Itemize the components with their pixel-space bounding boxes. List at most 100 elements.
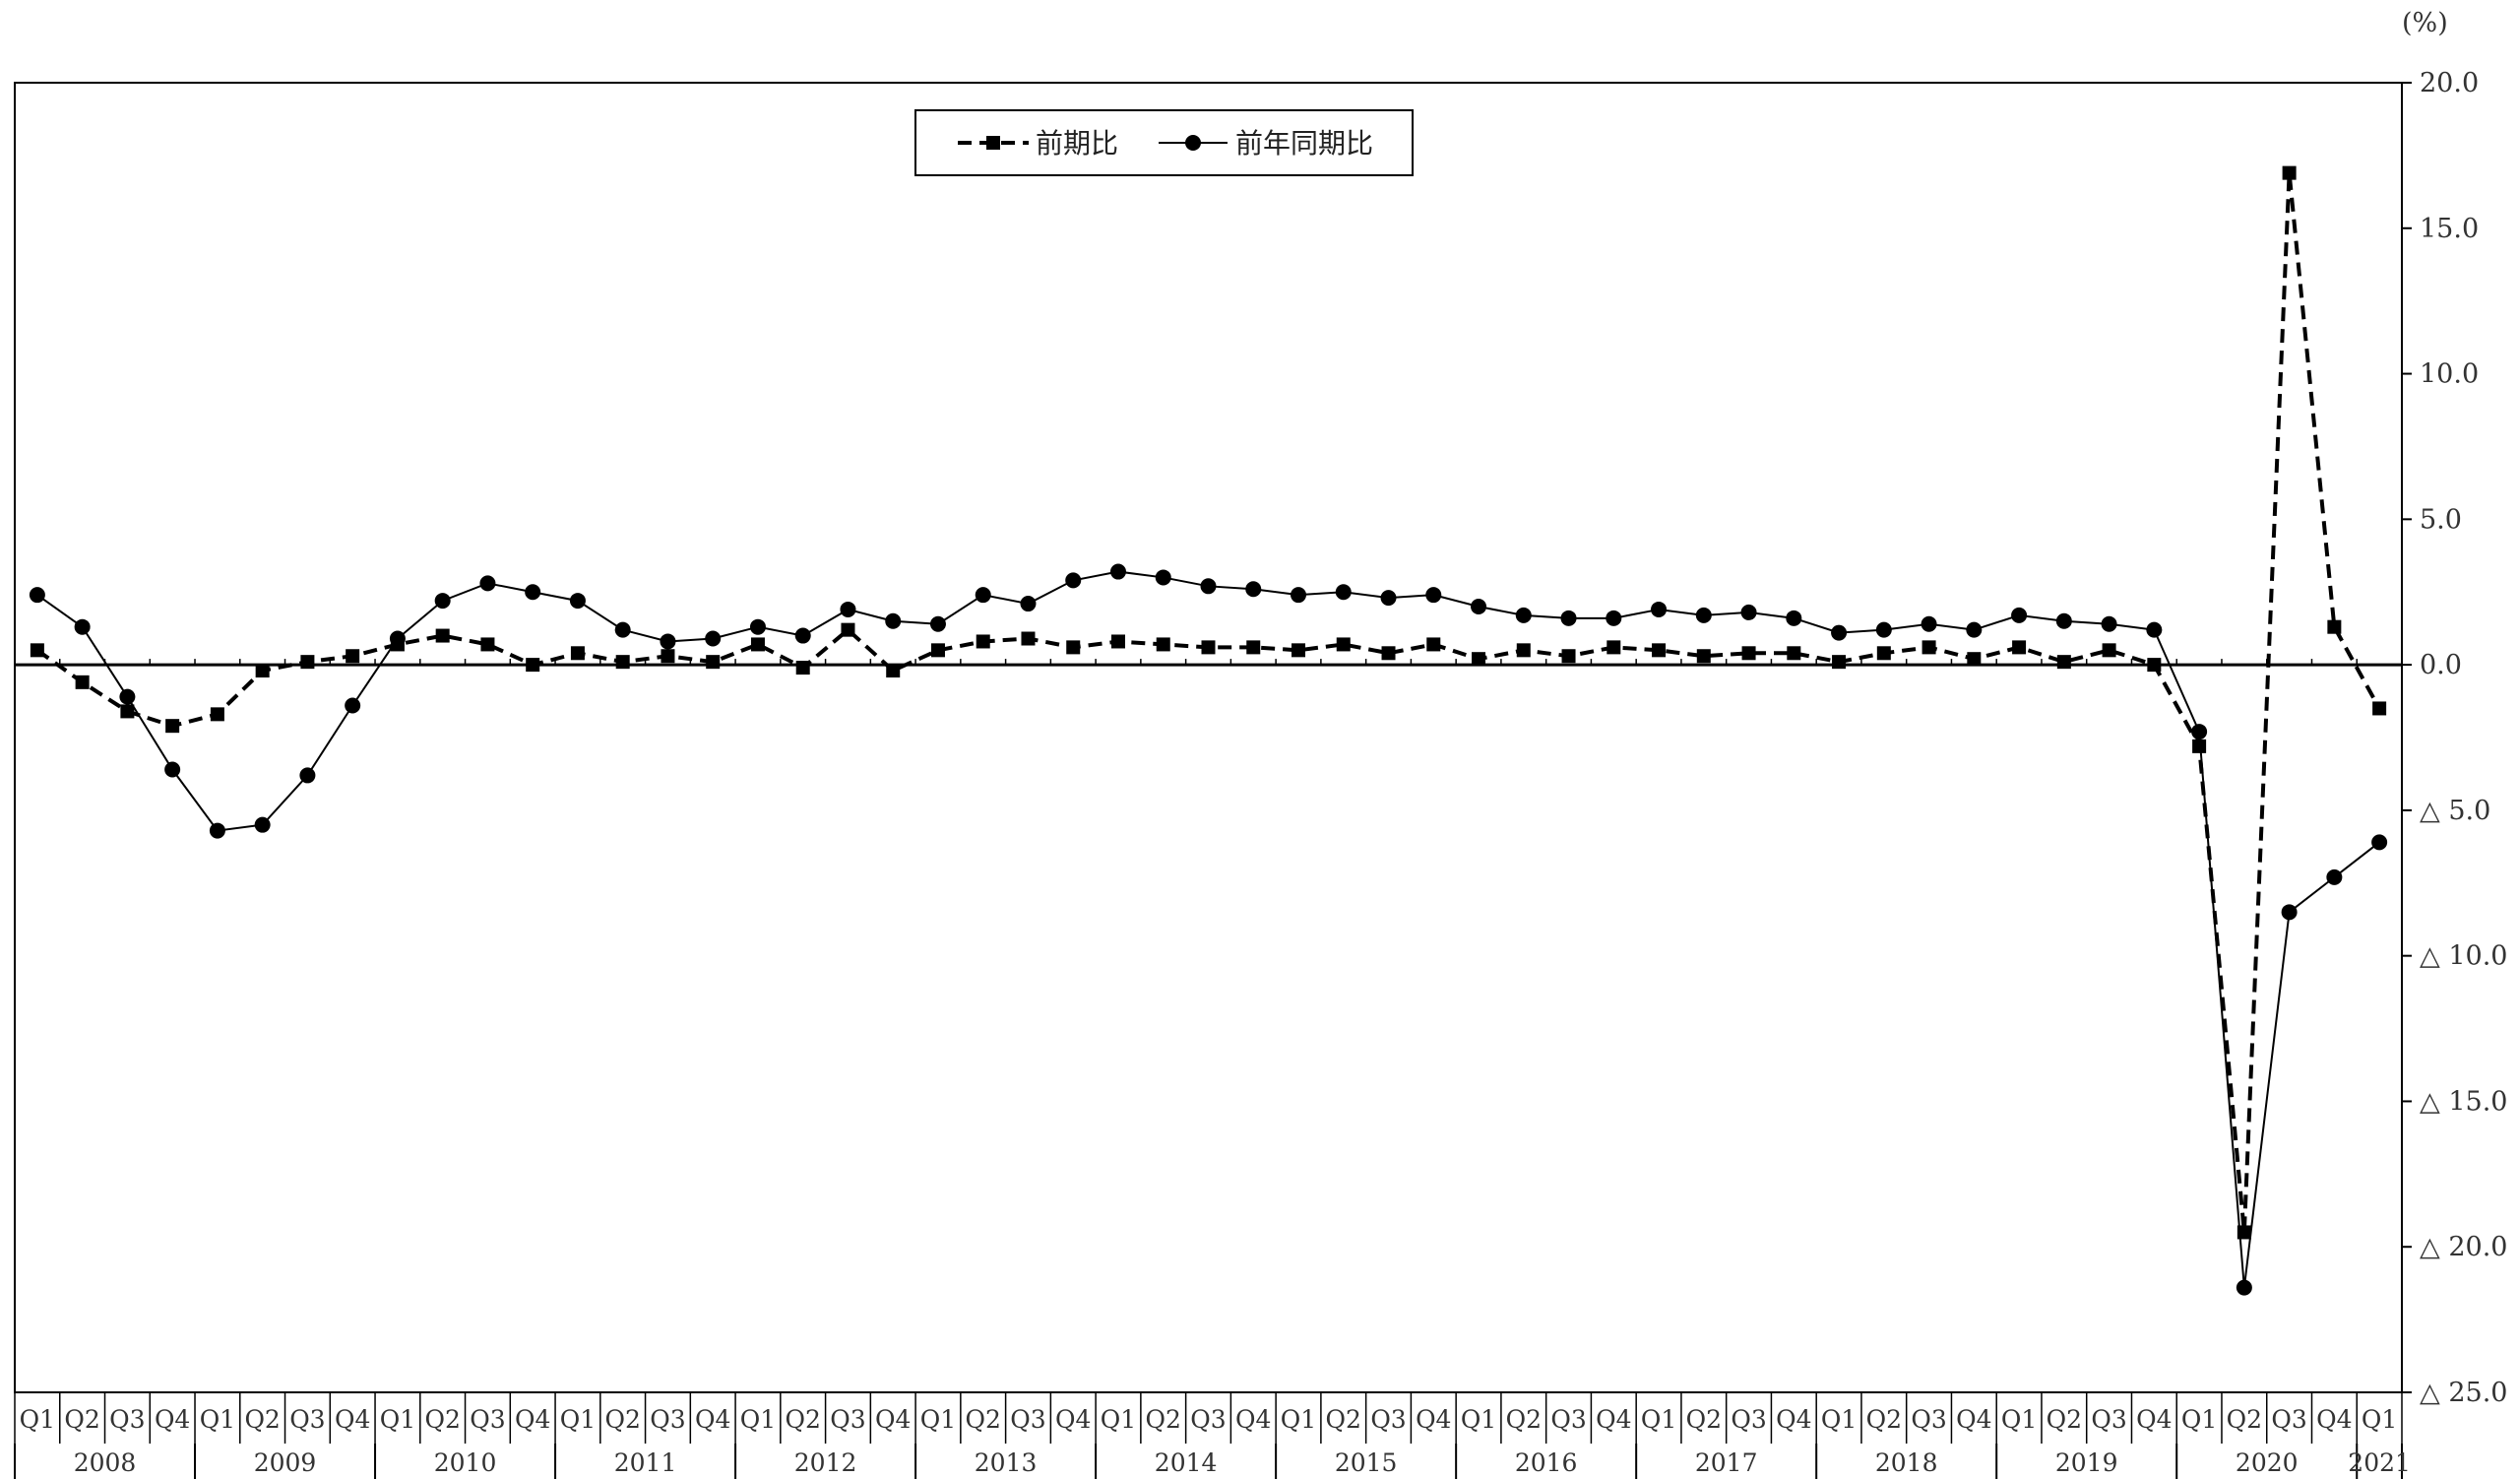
- y-tick-label: 0.0: [2420, 650, 2462, 680]
- quarter-label: Q4: [875, 1405, 911, 1434]
- data-point: [1021, 631, 1036, 646]
- data-point: [434, 593, 451, 610]
- data-point: [1876, 646, 1891, 661]
- quarter-label: Q1: [380, 1405, 415, 1434]
- data-point: [300, 655, 315, 670]
- data-point: [1471, 599, 1487, 614]
- year-label: 2017: [1695, 1448, 1758, 1477]
- quarter-label: Q1: [920, 1405, 956, 1434]
- data-point: [2011, 607, 2028, 623]
- data-point: [749, 618, 766, 635]
- quarter-label: Q2: [424, 1405, 460, 1434]
- data-point: [1561, 649, 1576, 664]
- quarter-label: Q2: [1686, 1405, 1722, 1434]
- data-point: [570, 646, 585, 661]
- zero-line-ticks: [59, 659, 2358, 666]
- quarter-label: Q4: [1055, 1405, 1091, 1434]
- data-point: [975, 587, 991, 604]
- data-point: [1515, 607, 1532, 623]
- data-point: [2281, 904, 2298, 921]
- data-point: [2326, 868, 2343, 885]
- legend: 前期比 前年同期比: [914, 109, 1414, 176]
- data-point: [2101, 615, 2117, 632]
- quarter-label: Q2: [604, 1405, 640, 1434]
- data-point: [1020, 596, 1037, 612]
- data-point: [345, 697, 361, 714]
- data-point: [1246, 640, 1261, 655]
- data-point: [706, 655, 721, 670]
- legend-label-yoy: 前年同期比: [1235, 127, 1373, 160]
- data-point: [1201, 640, 1216, 655]
- data-point: [1472, 652, 1486, 667]
- quarter-label: Q2: [2227, 1405, 2262, 1434]
- data-point: [435, 628, 450, 643]
- data-point: [750, 637, 765, 652]
- year-label: 2010: [434, 1448, 497, 1477]
- data-point: [1786, 610, 1802, 626]
- year-label: 2015: [1335, 1448, 1398, 1477]
- data-point: [1381, 646, 1396, 661]
- data-point: [1651, 601, 1668, 617]
- data-point: [255, 664, 270, 678]
- quarter-label: Q1: [2181, 1405, 2217, 1434]
- data-point: [164, 761, 181, 778]
- quarter-label: Q4: [1596, 1405, 1631, 1434]
- year-label: 2016: [1515, 1448, 1578, 1477]
- data-point: [1831, 624, 1848, 641]
- data-point: [1156, 637, 1170, 652]
- data-point: [2372, 701, 2387, 716]
- quarter-label: Q4: [695, 1405, 730, 1434]
- data-point: [526, 658, 540, 673]
- quarter-label: Q1: [560, 1405, 596, 1434]
- data-point: [1875, 621, 1892, 638]
- data-point: [1336, 637, 1351, 652]
- data-point: [2192, 739, 2207, 753]
- data-point: [1291, 587, 1307, 604]
- data-point: [209, 822, 225, 839]
- data-point: [1245, 581, 1262, 598]
- data-point: [299, 767, 316, 784]
- year-label: 2011: [614, 1448, 677, 1477]
- data-point: [2191, 724, 2208, 740]
- quarter-label: Q2: [966, 1405, 1001, 1434]
- series-line: [36, 570, 2380, 1288]
- data-point: [2147, 658, 2162, 673]
- y-tick-label: 20.0: [2420, 68, 2479, 98]
- quarter-label: Q3: [2091, 1405, 2126, 1434]
- data-point: [389, 630, 406, 647]
- data-point: [1832, 655, 1847, 670]
- data-point: [660, 633, 676, 650]
- data-point: [75, 675, 90, 689]
- quarter-label: Q4: [2316, 1405, 2352, 1434]
- series-layer: [29, 165, 2388, 1296]
- data-point: [2282, 165, 2297, 180]
- quarter-label: Q1: [1101, 1405, 1136, 1434]
- data-point: [841, 622, 855, 637]
- series-line: [35, 172, 2381, 1233]
- data-point: [1066, 640, 1081, 655]
- data-point: [1380, 590, 1397, 607]
- year-label: 2021: [2348, 1448, 2411, 1477]
- data-point: [1741, 646, 1756, 661]
- data-point: [705, 630, 722, 647]
- quarter-label: Q3: [1010, 1405, 1045, 1434]
- data-point: [930, 643, 945, 658]
- data-point: [30, 643, 44, 658]
- data-point: [120, 704, 135, 719]
- data-point: [119, 688, 136, 705]
- data-point: [1922, 640, 1936, 655]
- data-point: [1560, 610, 1577, 626]
- quarter-label: Q2: [2047, 1405, 2082, 1434]
- data-point: [346, 649, 360, 664]
- data-point: [1110, 634, 1125, 649]
- y-tick-label: 10.0: [2420, 359, 2479, 390]
- data-point: [74, 618, 91, 635]
- quarter-label: Q3: [830, 1405, 865, 1434]
- quarter-label: Q4: [1416, 1405, 1451, 1434]
- data-point: [2056, 655, 2071, 670]
- y-tick-label: △ 5.0: [2420, 796, 2490, 826]
- year-label: 2014: [1155, 1448, 1218, 1477]
- data-point: [1516, 643, 1531, 658]
- quarter-label: Q4: [1956, 1405, 1991, 1434]
